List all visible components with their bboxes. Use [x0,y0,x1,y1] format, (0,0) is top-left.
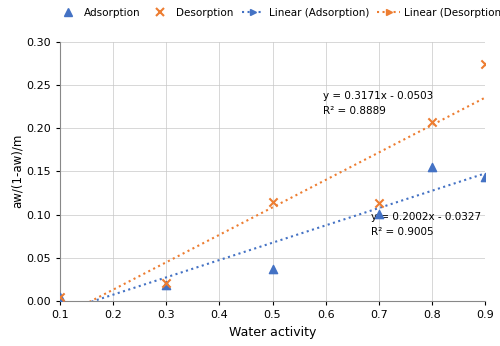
Point [428,164,436,170]
Legend: Adsorption, Desorption, Linear (Adsorption), Linear (Desorption ): Adsorption, Desorption, Linear (Adsorpti… [56,8,500,18]
Text: y = 0.2002x - 0.0327
R² = 0.9005: y = 0.2002x - 0.0327 R² = 0.9005 [371,212,481,237]
Point [268,199,276,204]
Y-axis label: aw/(1-aw)/m: aw/(1-aw)/m [10,134,24,208]
Point [375,211,383,217]
Point [162,280,170,286]
Point [56,294,64,299]
Point [428,119,436,125]
Point [481,174,489,180]
Text: y = 0.3171x - 0.0503
R² = 0.8889: y = 0.3171x - 0.0503 R² = 0.8889 [323,91,433,116]
Point [162,283,170,288]
Point [268,266,276,272]
Point [56,294,64,299]
Point [481,61,489,67]
X-axis label: Water activity: Water activity [229,326,316,339]
Point [375,200,383,206]
